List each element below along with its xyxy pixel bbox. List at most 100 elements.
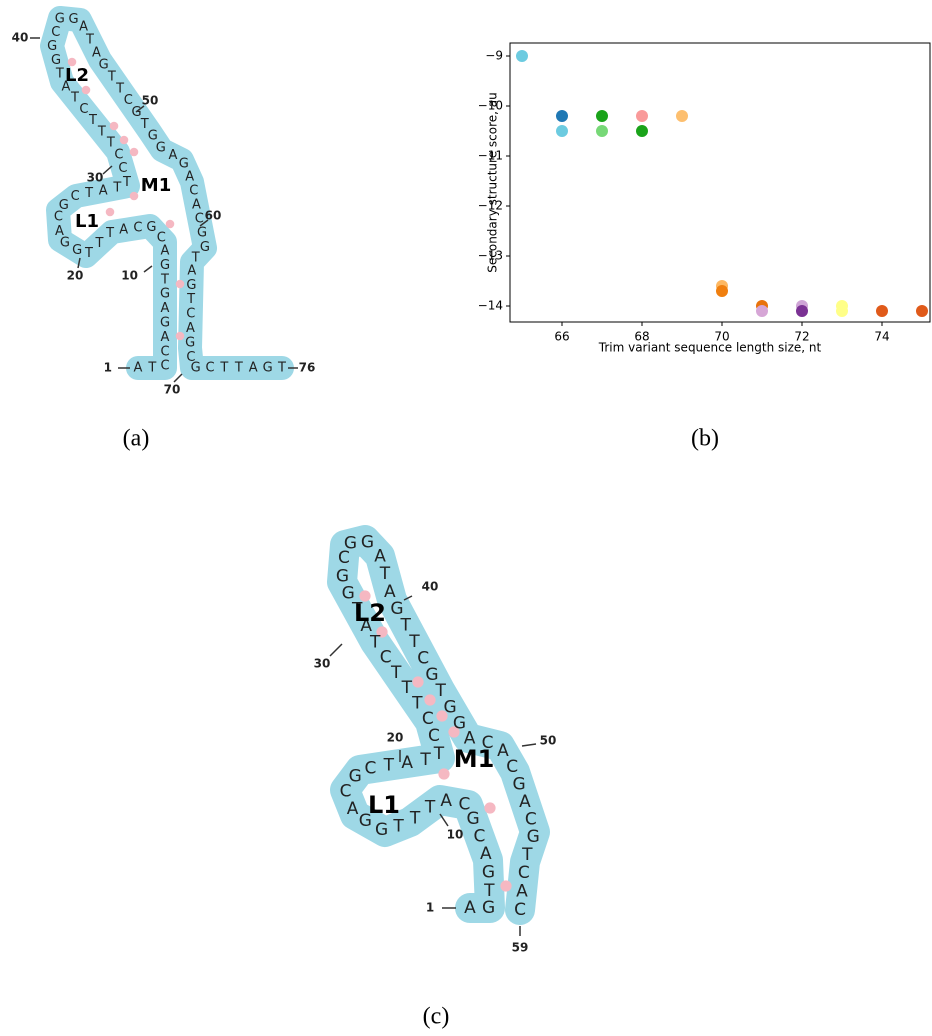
point: [516, 50, 528, 62]
nucleotide: A: [119, 223, 128, 238]
nucleotide: A: [79, 20, 88, 35]
y-tick-label: −14: [478, 299, 503, 313]
y-tick-label: −13: [478, 249, 503, 263]
nucleotide: G: [59, 198, 69, 213]
nucleotide: G: [160, 258, 170, 273]
nucleotide: G: [72, 243, 82, 258]
nucleotide: C: [205, 361, 214, 376]
position-label: 60: [205, 209, 222, 223]
loop-label: L1: [368, 791, 400, 819]
nucleotide: T: [219, 361, 228, 376]
nucleotide: T: [419, 750, 431, 770]
nucleotide: T: [70, 91, 79, 106]
nucleotide: A: [440, 791, 452, 811]
y-tick-label: −11: [478, 149, 503, 163]
nucleotide: C: [160, 359, 169, 374]
position-tick: [102, 165, 113, 175]
nucleotide: G: [55, 11, 65, 26]
nucleotide: C: [186, 307, 195, 322]
nucleotide: G: [60, 236, 70, 251]
nucleotide: T: [107, 70, 116, 85]
nucleotide: C: [114, 147, 123, 162]
nucleotide: C: [525, 810, 537, 830]
base-pair-dot: [81, 85, 91, 95]
nucleotide: C: [380, 648, 392, 668]
nucleotide: G: [179, 156, 189, 171]
nucleotide: A: [161, 301, 170, 316]
nucleotide: A: [55, 224, 64, 239]
nucleotide: C: [482, 733, 494, 753]
nucleotide: G: [146, 220, 156, 235]
nucleotide: C: [417, 648, 429, 668]
x-tick-label: 74: [874, 330, 889, 344]
position-tick: [521, 743, 537, 747]
nucleotide: A: [384, 582, 396, 602]
nucleotide: T: [521, 845, 533, 865]
nucleotide: C: [364, 758, 376, 778]
point: [836, 305, 848, 317]
base-pair-dot: [67, 57, 77, 67]
nucleotide: G: [425, 665, 438, 685]
panel-caption: (b): [691, 426, 719, 452]
point: [916, 305, 928, 317]
nucleotide: G: [69, 12, 79, 27]
x-tick-label: 66: [554, 330, 569, 344]
nucleotide: T: [191, 251, 200, 266]
nucleotide: A: [187, 263, 196, 278]
nucleotide: G: [390, 599, 403, 619]
nucleotide: C: [474, 827, 486, 847]
nucleotide: G: [160, 316, 170, 331]
position-tick: [199, 219, 209, 227]
nucleotide: G: [200, 240, 210, 255]
nucleotide: T: [401, 678, 413, 698]
loop-label: M1: [454, 745, 495, 773]
nucleotide: G: [148, 129, 158, 144]
nucleotide: T: [186, 292, 195, 307]
nucleotide: A: [61, 79, 70, 94]
nucleotide: T: [84, 246, 93, 261]
nucleotide: A: [464, 898, 476, 918]
nucleotide: T: [408, 632, 420, 652]
nucleotide: G: [361, 533, 374, 553]
position-label: 20: [67, 269, 84, 283]
point: [636, 125, 648, 137]
point: [596, 110, 608, 122]
nucleotide: A: [185, 170, 194, 185]
position-label: 1: [104, 361, 112, 375]
nucleotide: T: [106, 136, 115, 151]
base-pair-dot: [109, 121, 119, 131]
nucleotide: T: [390, 663, 402, 683]
position-label: 10: [447, 828, 464, 842]
base-pair-dot: [175, 331, 185, 341]
position-tick: [403, 595, 413, 601]
position-label: 30: [314, 657, 331, 671]
position-tick: [77, 257, 81, 269]
nucleotide: T: [112, 181, 121, 196]
base-pair-dot: [484, 802, 496, 814]
nucleotide: T: [411, 694, 423, 714]
loop-label: L2: [65, 65, 89, 86]
base-pair-dot: [424, 694, 436, 706]
position-label: 59: [512, 941, 529, 955]
base-pair-dot: [438, 768, 450, 780]
nucleotide: T: [483, 881, 495, 901]
nucleotide: A: [169, 148, 178, 163]
y-tick-label: −10: [478, 99, 503, 113]
base-pair-dot: [412, 676, 424, 688]
strand-outline: [327, 525, 550, 925]
nucleotide: C: [54, 210, 63, 225]
nucleotide: C: [186, 350, 195, 365]
nucleotide: T: [424, 797, 436, 817]
point: [796, 305, 808, 317]
nucleotide: T: [147, 361, 156, 376]
nucleotide: G: [156, 141, 166, 156]
base-pair-dot: [105, 207, 115, 217]
nucleotide: C: [514, 900, 526, 920]
nucleotide: T: [160, 272, 169, 287]
base-pair-dot: [175, 279, 185, 289]
nucleotide: A: [464, 728, 476, 748]
nucleotide: G: [191, 361, 201, 376]
point: [876, 305, 888, 317]
nucleotide: T: [95, 236, 104, 251]
loop-label: L2: [354, 599, 386, 627]
